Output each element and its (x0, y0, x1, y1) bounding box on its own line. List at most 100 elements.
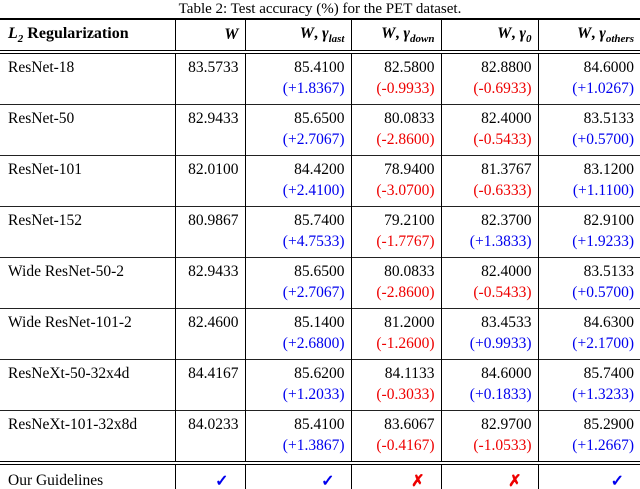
cross-icon: ✗ (508, 473, 522, 489)
accuracy-cell: 84.4200 (+2.4100) (244, 155, 351, 207)
delta-value: (+2.6800) (282, 335, 345, 353)
guideline-mark-cell: ✗ (350, 463, 441, 489)
accuracy-cell: 85.6500 (+2.7067) (244, 104, 351, 156)
model-name: ResNeXt-101-32x8d (8, 416, 138, 434)
accuracy-cell: 82.3700 (+1.3833) (440, 206, 538, 258)
accuracy-value: 84.4167 (188, 365, 239, 383)
accuracy-value: 85.4100 (294, 416, 345, 434)
accuracy-cell: 85.4100 (+1.3867) (244, 410, 351, 464)
guideline-mark-cell: ✗ (440, 463, 538, 489)
delta-value: (-2.8600) (376, 131, 435, 149)
accuracy-value: 80.9867 (188, 212, 239, 230)
accuracy-cell: 85.7400 (+4.7533) (244, 206, 351, 258)
delta-value: (-0.6933) (473, 80, 532, 98)
delta-value: (+2.7067) (282, 284, 345, 302)
accuracy-cell: 82.5800 (-0.9933) (350, 52, 441, 105)
accuracy-cell: 85.6500 (+2.7067) (244, 257, 351, 309)
accuracy-value: 83.4533 (481, 314, 532, 332)
accuracy-value: 85.1400 (294, 314, 345, 332)
delta-value: (+0.9933) (469, 335, 532, 353)
guideline-mark-cell: ✓ (174, 463, 245, 489)
accuracy-value: 83.5133 (583, 110, 634, 128)
table-body: ResNet-18 83.5733 85.4100 (+1.8367) 82.5800 (… (0, 52, 640, 489)
accuracy-cell: 80.0833 (-2.8600) (350, 257, 441, 309)
delta-value: (+1.0267) (572, 80, 634, 98)
delta-value: (-0.6333) (473, 182, 532, 200)
accuracy-cell: 80.0833 (-2.8600) (350, 104, 441, 156)
accuracy-value: 85.7400 (583, 365, 634, 383)
accuracy-value: 82.4000 (481, 263, 532, 281)
guideline-mark-cell: ✓ (244, 463, 351, 489)
accuracy-cell: 84.6000 (+0.1833) (440, 359, 538, 411)
accuracy-value: 79.2100 (384, 212, 435, 230)
accuracy-value: 82.4000 (481, 110, 532, 128)
accuracy-value: 84.6300 (583, 314, 634, 332)
header-cell-gamma-0: W, γ0 (440, 19, 538, 53)
accuracy-cell: 82.9100 (+1.9233) (537, 206, 640, 258)
accuracy-cell: 81.2000 (-1.2600) (350, 308, 441, 360)
model-name: Wide ResNet-101-2 (8, 314, 132, 332)
accuracy-cell: 85.2900 (+1.2667) (537, 410, 640, 464)
table-row: ResNet-101 82.0100 84.4200 (+2.4100) 78.9400… (0, 155, 640, 207)
guideline-mark-cell: ✓ (537, 463, 640, 489)
delta-value: (+1.2033) (282, 386, 345, 404)
accuracy-value: 78.9400 (384, 161, 435, 179)
delta-value: (+1.3833) (469, 233, 532, 251)
gamma-symbol: γ (403, 25, 411, 42)
accuracy-value: 82.9433 (188, 263, 239, 281)
accuracy-value: 84.1133 (384, 365, 435, 383)
w-accuracy-cell: 82.9433 (174, 104, 245, 156)
accuracy-value: 81.3767 (481, 161, 532, 179)
accuracy-cell: 84.6300 (+2.1700) (537, 308, 640, 360)
delta-value: (-0.5433) (473, 284, 532, 302)
delta-value: (-2.8600) (376, 284, 435, 302)
delta-value: (+2.7067) (282, 131, 345, 149)
accuracy-cell: 82.4000 (-0.5433) (440, 104, 538, 156)
w-symbol: W (576, 25, 592, 42)
model-name: ResNeXt-50-32x4d (8, 365, 130, 383)
accuracy-value: 84.4200 (294, 161, 345, 179)
table-caption: Table 2: Test accuracy (%) for the PET d… (178, 1, 462, 17)
accuracy-value: 85.4100 (294, 59, 345, 77)
delta-value: (+0.1833) (469, 386, 532, 404)
header-cell-gamma-down: W, γdown (350, 19, 441, 53)
accuracy-cell: 85.1400 (+2.6800) (244, 308, 351, 360)
gamma-subscript: last (328, 33, 345, 46)
table-row: ResNeXt-101-32x8d 84.0233 85.4100 (+1.3867)… (0, 410, 640, 464)
accuracy-cell: 83.1200 (+1.1100) (537, 155, 640, 207)
table-row: ResNet-50 82.9433 85.6500 (+2.7067) 80.0833 (… (0, 104, 640, 156)
accuracy-value: 82.0100 (188, 161, 239, 179)
w-symbol: W (224, 26, 239, 44)
delta-value: (+4.7533) (282, 233, 345, 251)
delta-value: (+0.5700) (572, 284, 634, 302)
accuracy-cell: 82.4000 (-0.5433) (440, 257, 538, 309)
accuracy-cell: 85.7400 (+1.3233) (537, 359, 640, 411)
delta-value: (-0.9933) (376, 80, 435, 98)
accuracy-value: 83.6067 (384, 416, 435, 434)
delta-value: (+1.9233) (572, 233, 634, 251)
accuracy-value: 84.0233 (188, 416, 239, 434)
accuracy-cell: 79.2100 (-1.7767) (350, 206, 441, 258)
delta-value: (-3.0700) (376, 182, 435, 200)
accuracy-value: 82.9700 (481, 416, 532, 434)
w-accuracy-cell: 84.0233 (174, 410, 245, 464)
gamma-subscript: down (410, 33, 435, 46)
delta-value: (+1.8367) (282, 80, 345, 98)
accuracy-value: 82.3700 (481, 212, 532, 230)
table-row: Wide ResNet-101-2 82.4600 85.1400 (+2.6800)… (0, 308, 640, 360)
check-icon: ✓ (215, 473, 229, 489)
gamma-symbol: γ (599, 25, 606, 42)
accuracy-value: 83.5133 (583, 263, 634, 281)
accuracy-cell: 85.6200 (+1.2033) (244, 359, 351, 411)
delta-value: (-1.7767) (376, 233, 435, 251)
w-accuracy-cell: 80.9867 (174, 206, 245, 258)
delta-value: (+1.3233) (572, 386, 634, 404)
results-table: L2 Regularization W W, γlast W, γdown W, γ0… (0, 18, 640, 489)
w-symbol: W (381, 25, 396, 42)
accuracy-value: 84.6000 (583, 59, 634, 77)
gamma-subscript: others (605, 33, 634, 46)
accuracy-value: 81.2000 (384, 314, 435, 332)
header-cell-gamma-others: W, γothers (537, 19, 640, 53)
w-symbol: W (497, 25, 512, 42)
delta-value: (-1.2600) (376, 335, 435, 353)
